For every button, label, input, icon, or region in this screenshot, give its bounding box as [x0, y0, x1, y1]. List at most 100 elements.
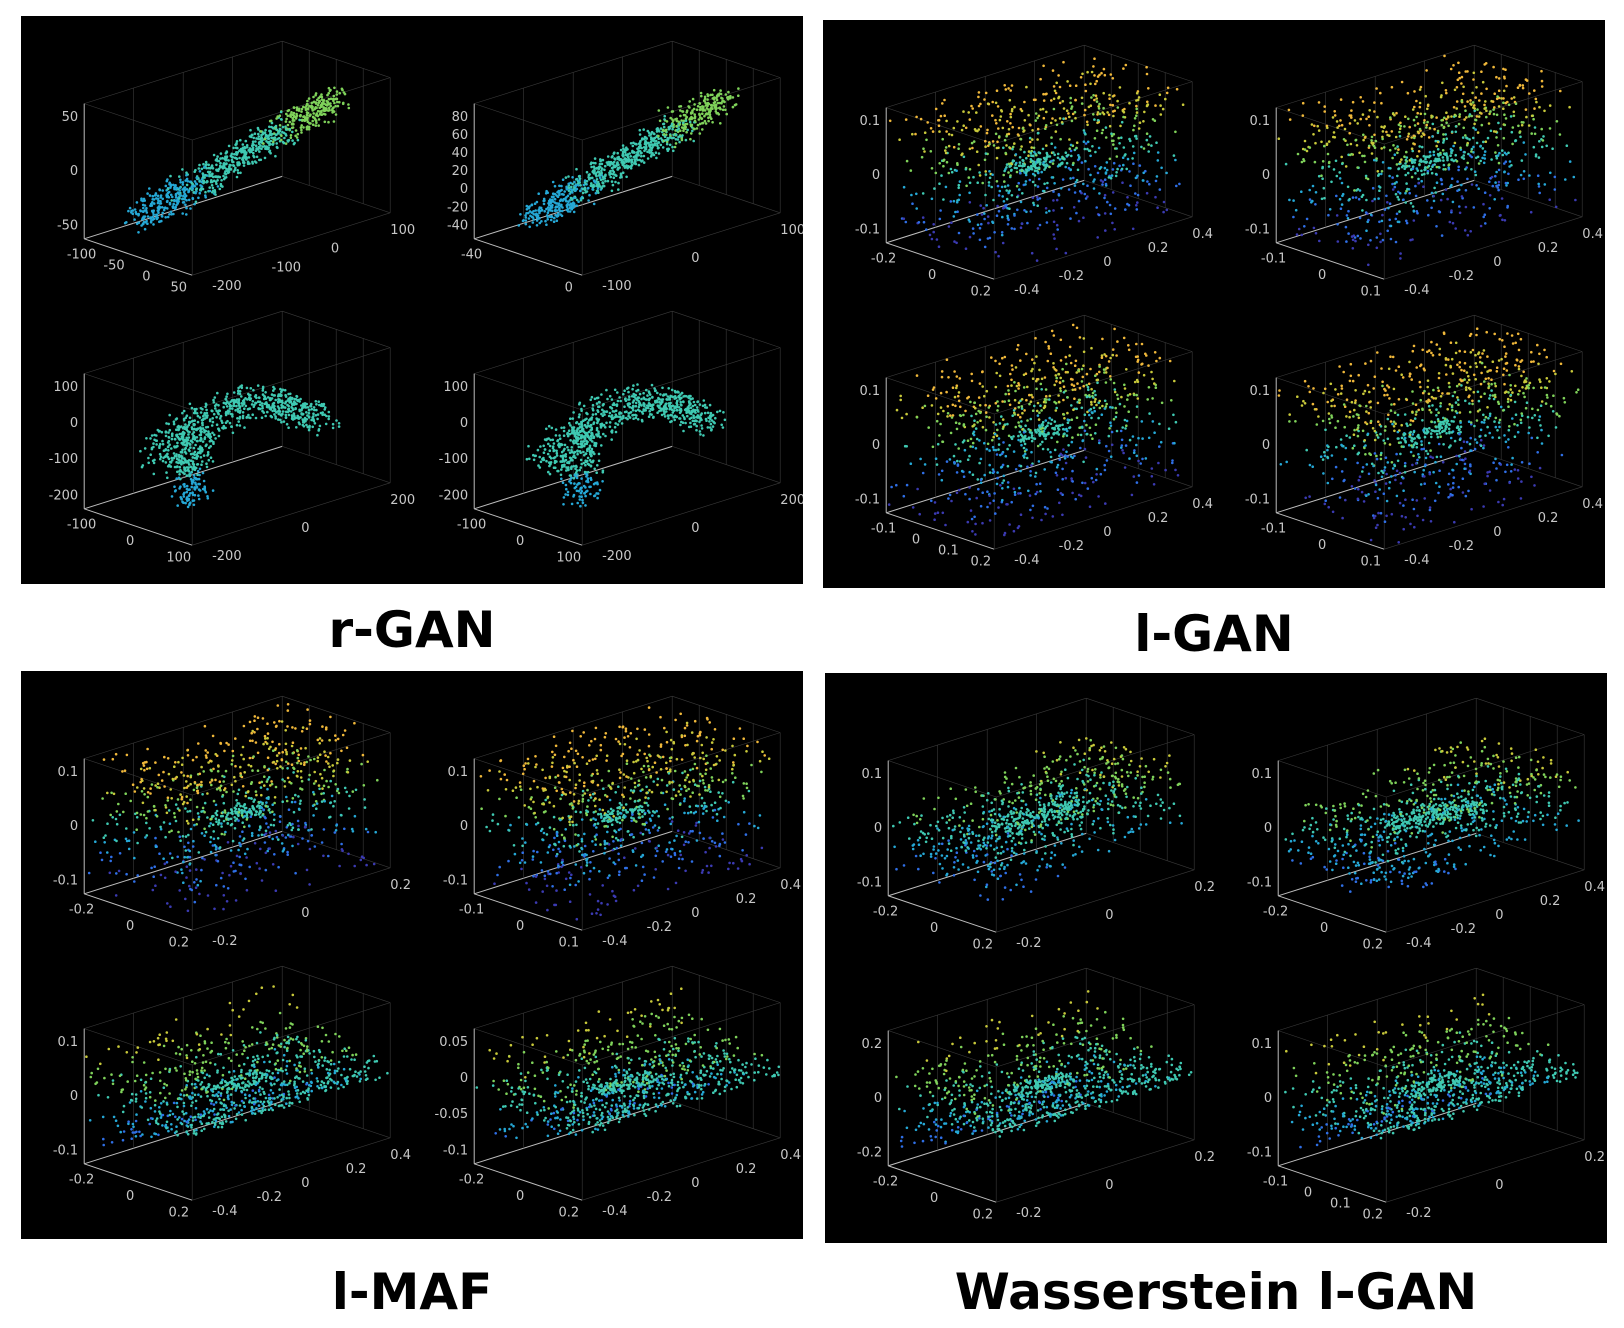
scatter-point — [1313, 160, 1317, 164]
scatter-point — [177, 476, 181, 480]
scatter-point — [1039, 77, 1042, 81]
y-tick-label: 200 — [390, 493, 415, 508]
scatter-point — [274, 138, 277, 142]
scatter-point — [537, 192, 540, 195]
scatter-point — [628, 405, 631, 409]
scatter-point — [170, 434, 174, 438]
scatter-point — [547, 202, 550, 205]
scatter-point — [1069, 143, 1073, 147]
z-tick-label: -200 — [49, 488, 79, 503]
scatter-point — [1006, 120, 1009, 123]
scatter-point — [617, 181, 620, 185]
scatter-point — [1335, 174, 1339, 178]
y-tick-label: 0.2 — [1148, 241, 1169, 256]
scatter-point — [1555, 120, 1559, 123]
scatter-point — [724, 93, 728, 96]
scatter-point — [692, 400, 696, 404]
scatter-point — [592, 202, 596, 206]
scatter-point — [666, 414, 670, 417]
scatter-point — [244, 139, 248, 143]
scatter-point — [987, 144, 990, 148]
scatter-point — [667, 387, 670, 390]
scatter-point — [962, 110, 965, 113]
scatter-point — [149, 216, 152, 219]
scatter-point — [183, 188, 187, 192]
scatter-point — [996, 140, 999, 144]
scatter-point — [965, 184, 968, 188]
scatter-point — [198, 473, 201, 477]
scatter-point — [1405, 221, 1409, 225]
scatter-point — [1348, 131, 1351, 135]
scatter-point — [679, 400, 682, 404]
scatter-point — [1538, 140, 1541, 143]
scatter-point — [1093, 137, 1097, 140]
scatter-point — [958, 180, 962, 183]
scatter-point — [1094, 94, 1098, 97]
scatter-point — [194, 443, 197, 447]
scatter-point — [294, 117, 298, 120]
scatter-point — [1006, 214, 1009, 218]
scatter-point — [683, 394, 687, 398]
scatter-point — [297, 107, 301, 111]
scatter-point — [280, 414, 283, 417]
z-tick-label: -100 — [49, 452, 79, 467]
scatter-point — [233, 156, 237, 160]
scatter-point — [1393, 182, 1397, 185]
scatter-point — [158, 220, 161, 223]
scatter-point — [531, 216, 535, 219]
scatter-point — [1042, 99, 1046, 102]
scatter-point — [580, 477, 583, 480]
scatter-point — [206, 454, 209, 457]
scatter-point — [701, 109, 705, 112]
scatter-point — [183, 491, 186, 495]
scatter-point — [229, 400, 232, 404]
scatter-point — [636, 408, 640, 412]
scatter-point — [274, 133, 278, 136]
scatter-point — [611, 166, 615, 169]
scatter-point — [1469, 99, 1472, 102]
scatter-point — [943, 114, 946, 117]
scatter-point — [708, 414, 712, 418]
scatter-point — [1077, 219, 1081, 223]
scatter-point — [591, 188, 594, 191]
scatter-point — [693, 422, 697, 426]
scatter-point — [612, 176, 616, 179]
scatter-point — [545, 214, 549, 217]
scatter-point — [254, 149, 258, 152]
scatter-point — [625, 175, 628, 179]
scatter-point — [289, 114, 292, 118]
scatter-point — [265, 147, 269, 151]
scatter-point — [1498, 151, 1501, 155]
panel-l-gan-plots: 0.10-0.1-0.200.2 -0.4-0.200.20.40.10-0.1-… — [855, 44, 1603, 569]
scatter-point — [1388, 218, 1391, 222]
scatter-point — [143, 227, 147, 231]
scatter-point — [188, 402, 192, 406]
scatter-point — [673, 389, 677, 393]
z-tick-label: 0 — [460, 182, 468, 197]
scatter-point — [1142, 179, 1145, 182]
scatter-point — [1460, 183, 1463, 187]
scatter-point — [638, 392, 642, 396]
scatter-point — [657, 397, 661, 401]
scatter-point — [312, 419, 316, 423]
scatter-point — [199, 456, 203, 459]
scatter-point — [534, 209, 537, 212]
scatter-point — [322, 112, 326, 116]
scatter-point — [711, 97, 715, 100]
scatter-point — [1068, 84, 1072, 87]
scatter-point — [1009, 164, 1012, 168]
scatter-point — [1358, 189, 1362, 192]
scatter-point — [968, 201, 972, 204]
scatter-point — [1101, 128, 1105, 132]
scatter-point — [1488, 112, 1491, 116]
scatter-point — [1058, 101, 1062, 105]
scatter-point — [1049, 121, 1053, 125]
scatter-point — [1010, 84, 1014, 87]
scatter-point — [548, 444, 552, 448]
scatter-point — [554, 434, 558, 437]
scatter-point — [1389, 237, 1393, 241]
scatter-point — [278, 124, 282, 127]
scatter-point — [310, 418, 313, 422]
scatter-point — [1131, 227, 1135, 231]
scatter-point — [1086, 184, 1089, 187]
